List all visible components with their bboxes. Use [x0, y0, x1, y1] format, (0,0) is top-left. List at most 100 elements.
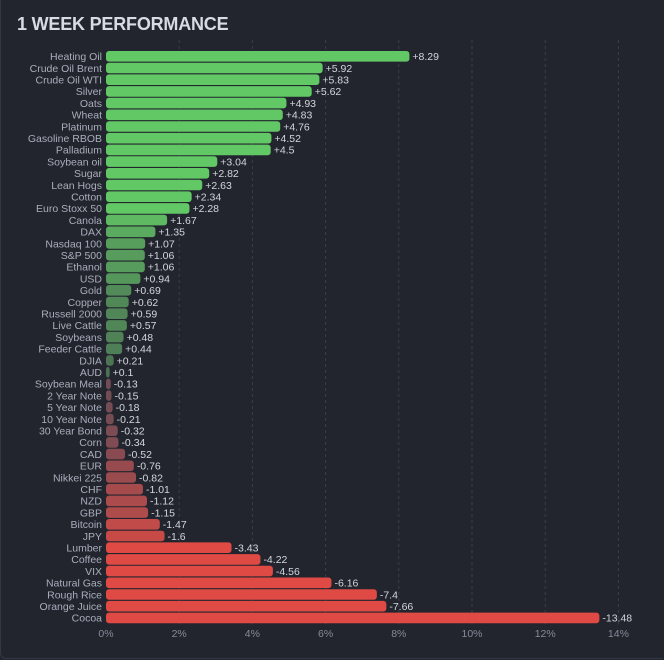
chart-title: 1 WEEK PERFORMANCE: [17, 14, 229, 34]
value-label: -0.52: [128, 449, 152, 461]
category-label: NZD: [80, 496, 102, 508]
category-label: Wheat: [72, 110, 102, 122]
bar: [106, 554, 261, 565]
bar: [106, 366, 110, 378]
value-label: -0.32: [121, 426, 145, 438]
value-label: +1.06: [148, 250, 175, 262]
category-label: Soybeans: [55, 332, 102, 344]
bar: [106, 600, 387, 612]
value-label: -4.22: [263, 554, 287, 566]
bar: [106, 565, 273, 577]
value-label: -1.15: [151, 507, 175, 519]
category-label: Silver: [76, 86, 103, 98]
value-label: -4.56: [276, 566, 300, 578]
value-label: -7.66: [389, 601, 413, 613]
category-label: Bitcoin: [70, 519, 102, 531]
x-tick-label: 4%: [245, 628, 260, 640]
value-label: -0.21: [117, 414, 141, 426]
bar: [106, 74, 320, 85]
category-label: Cocoa: [72, 613, 103, 625]
value-label: +2.34: [195, 192, 222, 204]
value-label: +1.06: [148, 262, 175, 274]
category-label: Crude Oil WTI: [35, 75, 102, 87]
category-label: Lumber: [66, 543, 102, 555]
value-label: -3.43: [235, 543, 259, 555]
category-label: Gasoline RBOB: [28, 133, 102, 145]
x-tick-label: 8%: [391, 628, 406, 640]
value-label: +4.76: [283, 121, 310, 133]
bar: [106, 168, 210, 179]
x-axis-ticks: 0% 2% 4% 6% 8% 10% 12% 14%: [98, 628, 629, 640]
category-label: Lean Hogs: [51, 180, 102, 192]
bar: [106, 97, 287, 109]
value-label: -1.47: [163, 519, 187, 531]
bar: [106, 390, 112, 401]
value-labels: +8.29 +5.92+5.83+5.62+4.93+4.83+4.76+4.52…: [113, 51, 633, 625]
bar: [106, 425, 118, 436]
value-label: -13.48: [602, 613, 632, 625]
x-tick-label: 14%: [608, 628, 629, 640]
category-label: CHF: [80, 484, 102, 496]
x-tick-label: 6%: [318, 628, 333, 640]
bar: [106, 62, 323, 74]
value-label: -1.6: [168, 531, 186, 543]
bar: [106, 296, 129, 308]
bar: [106, 308, 128, 319]
bar: [106, 285, 132, 296]
category-label: DJIA: [79, 355, 102, 367]
category-label: Soybean Meal: [35, 379, 102, 391]
value-label: +2.63: [205, 180, 232, 192]
value-label: +0.94: [143, 273, 170, 285]
category-label: VIX: [85, 566, 102, 578]
value-label: +0.1: [113, 367, 134, 379]
value-label: +1.67: [170, 215, 197, 227]
bar: [106, 238, 146, 249]
category-label: Coffee: [71, 554, 102, 566]
value-label: +1.35: [158, 227, 185, 239]
bar: [106, 144, 271, 156]
category-label: Corn: [79, 437, 102, 449]
bar: [106, 203, 190, 214]
category-label: Platinum: [61, 121, 102, 133]
bar: [106, 226, 156, 238]
category-label: Oats: [80, 98, 102, 110]
bar: [106, 542, 232, 553]
bar: [106, 448, 126, 460]
value-label: +0.62: [132, 297, 159, 309]
category-label: Live Cattle: [52, 320, 102, 332]
value-label: +5.83: [322, 75, 349, 87]
value-label: -0.13: [114, 379, 138, 391]
category-label: JPY: [83, 531, 102, 543]
bar: [106, 413, 114, 425]
category-label: Palladium: [56, 145, 102, 157]
bar: [106, 577, 332, 589]
category-label: USD: [80, 273, 103, 285]
x-tick-label: 12%: [535, 628, 556, 640]
category-label: Copper: [68, 297, 103, 309]
bar: [106, 519, 160, 530]
category-label: Soybean oil: [47, 156, 102, 168]
bar: [106, 589, 377, 600]
bar: [106, 179, 203, 191]
category-label: EUR: [80, 461, 103, 473]
category-label: Ethanol: [66, 262, 102, 274]
bar: [106, 132, 272, 144]
value-label: +8.29: [412, 51, 439, 63]
bar: [106, 402, 113, 413]
category-label: CAD: [80, 449, 103, 461]
value-label: -7.4: [380, 589, 398, 601]
category-label: 30 Year Bond: [39, 426, 102, 438]
value-label: -0.15: [114, 390, 138, 402]
bar: [106, 320, 127, 331]
value-label: -0.34: [121, 437, 145, 449]
category-label: Cotton: [71, 192, 102, 204]
category-label: 5 Year Note: [47, 402, 102, 414]
value-label: +1.07: [148, 238, 175, 250]
bar: [106, 437, 119, 448]
bar: [106, 156, 218, 167]
category-label: Russell 2000: [41, 309, 102, 321]
category-label: S&P 500: [61, 250, 102, 262]
bar: [106, 507, 149, 518]
